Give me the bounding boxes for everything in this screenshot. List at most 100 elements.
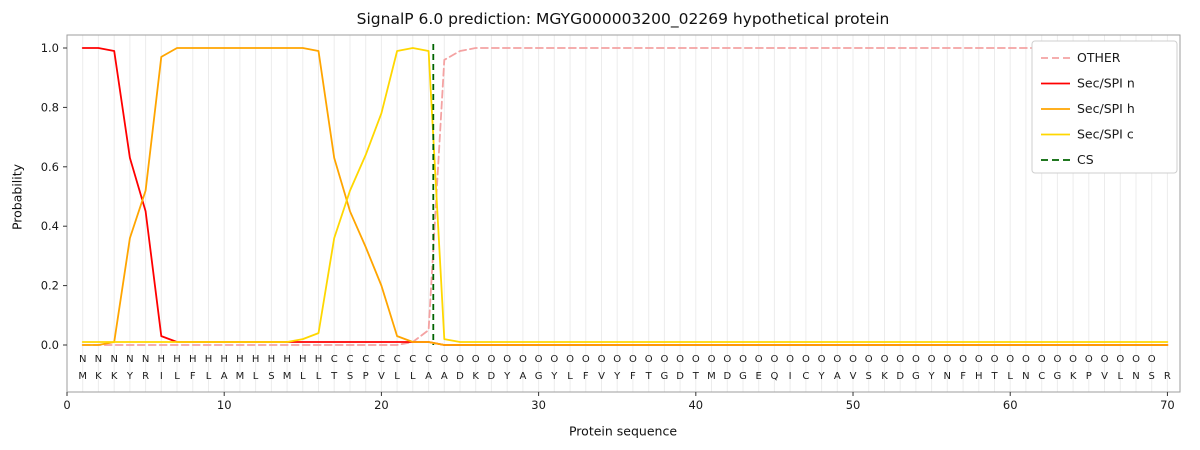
residue-label: Y bbox=[503, 371, 511, 382]
region-label: O bbox=[598, 354, 606, 365]
region-label: O bbox=[1116, 354, 1124, 365]
gridlines bbox=[82, 35, 1168, 392]
region-label: O bbox=[708, 354, 716, 365]
region-label: O bbox=[456, 354, 464, 365]
region-label: O bbox=[440, 354, 448, 365]
region-label: H bbox=[315, 354, 323, 365]
region-label: O bbox=[1006, 354, 1014, 365]
x-tick-label: 20 bbox=[374, 398, 389, 412]
region-label: O bbox=[692, 354, 700, 365]
legend-label: Sec/SPI c bbox=[1077, 127, 1134, 142]
chart-title: SignalP 6.0 prediction: MGYG000003200_02… bbox=[356, 10, 890, 28]
residue-label: F bbox=[583, 371, 589, 382]
residue-label: L bbox=[567, 371, 573, 382]
region-label: C bbox=[394, 354, 401, 365]
x-tick-label: 70 bbox=[1160, 398, 1175, 412]
residue-label: L bbox=[253, 371, 259, 382]
region-label: H bbox=[205, 354, 213, 365]
residue-label: P bbox=[1086, 371, 1092, 382]
residue-label: S bbox=[1149, 371, 1155, 382]
y-tick-label: 0.8 bbox=[41, 100, 59, 114]
region-label: O bbox=[833, 354, 841, 365]
residue-label: Y bbox=[928, 371, 936, 382]
residue-label: S bbox=[268, 371, 274, 382]
residue-label: T bbox=[692, 371, 700, 382]
residue-label: F bbox=[190, 371, 196, 382]
region-label: O bbox=[1069, 354, 1077, 365]
y-tick-label: 0.2 bbox=[41, 279, 59, 293]
region-label: O bbox=[849, 354, 857, 365]
residue-label: N bbox=[1022, 371, 1029, 382]
region-label: C bbox=[409, 354, 416, 365]
region-label: N bbox=[79, 354, 86, 365]
x-axis-ticks: 0 10 20 30 40 50 60 70 bbox=[63, 392, 1175, 412]
residue-label: L bbox=[174, 371, 180, 382]
residue-label: T bbox=[645, 371, 653, 382]
residue-label: C bbox=[802, 371, 809, 382]
region-label: H bbox=[268, 354, 276, 365]
legend: OTHER Sec/SPI n Sec/SPI h Sec/SPI c CS bbox=[1031, 40, 1178, 174]
legend-label: OTHER bbox=[1077, 50, 1121, 65]
residue-label: T bbox=[330, 371, 338, 382]
residue-label: Y bbox=[126, 371, 134, 382]
region-label: O bbox=[975, 354, 983, 365]
region-label: O bbox=[755, 354, 763, 365]
legend-box bbox=[1031, 40, 1178, 174]
region-label: O bbox=[676, 354, 684, 365]
series-line-sec-spi-h bbox=[81, 47, 1169, 346]
x-tick-label: 0 bbox=[63, 398, 70, 412]
region-label: H bbox=[220, 354, 228, 365]
region-label: N bbox=[95, 354, 102, 365]
region-label: O bbox=[928, 354, 936, 365]
region-label: C bbox=[331, 354, 338, 365]
residue-label: A bbox=[519, 371, 526, 382]
residue-label: K bbox=[472, 371, 479, 382]
residue-label: L bbox=[1118, 371, 1124, 382]
residue-label: G bbox=[912, 371, 920, 382]
residue-label: S bbox=[347, 371, 353, 382]
region-label: O bbox=[503, 354, 511, 365]
residue-label: G bbox=[535, 371, 543, 382]
region-label: O bbox=[1053, 354, 1061, 365]
y-axis-ticks: 0.0 0.2 0.4 0.6 0.8 1.0 bbox=[41, 41, 67, 352]
residue-label: Y bbox=[613, 371, 621, 382]
residue-label: Y bbox=[818, 371, 826, 382]
residue-label: R bbox=[1164, 371, 1171, 382]
region-label: C bbox=[347, 354, 354, 365]
x-axis-label: Protein sequence bbox=[568, 423, 678, 439]
region-label: N bbox=[142, 354, 149, 365]
region-label: O bbox=[1038, 354, 1046, 365]
legend-label: Sec/SPI n bbox=[1077, 76, 1135, 91]
y-tick-label: 0.4 bbox=[41, 219, 59, 233]
legend-label: Sec/SPI h bbox=[1077, 101, 1135, 116]
residue-label: G bbox=[739, 371, 747, 382]
region-label: O bbox=[959, 354, 967, 365]
region-label: O bbox=[1132, 354, 1140, 365]
residue-label: L bbox=[300, 371, 306, 382]
region-label: O bbox=[1148, 354, 1156, 365]
region-label: C bbox=[425, 354, 432, 365]
residue-label: I bbox=[160, 371, 163, 382]
region-label: C bbox=[378, 354, 385, 365]
x-tick-label: 30 bbox=[531, 398, 546, 412]
residue-label: D bbox=[456, 371, 464, 382]
residue-label: H bbox=[975, 371, 983, 382]
region-label: O bbox=[613, 354, 621, 365]
series-line-sec-spi-n bbox=[81, 47, 1169, 346]
residue-label: V bbox=[1101, 371, 1108, 382]
residue-label: M bbox=[707, 371, 716, 382]
region-label: O bbox=[582, 354, 590, 365]
residue-label: M bbox=[78, 371, 87, 382]
residue-label: N bbox=[1132, 371, 1139, 382]
region-label: O bbox=[739, 354, 747, 365]
region-label: O bbox=[770, 354, 778, 365]
region-label: H bbox=[173, 354, 181, 365]
residue-label: A bbox=[441, 371, 448, 382]
residue-label: M bbox=[236, 371, 245, 382]
residue-label: V bbox=[378, 371, 385, 382]
residue-label: I bbox=[789, 371, 792, 382]
region-label: N bbox=[126, 354, 133, 365]
region-label: O bbox=[660, 354, 668, 365]
residue-label: S bbox=[866, 371, 872, 382]
residue-label: E bbox=[756, 371, 762, 382]
